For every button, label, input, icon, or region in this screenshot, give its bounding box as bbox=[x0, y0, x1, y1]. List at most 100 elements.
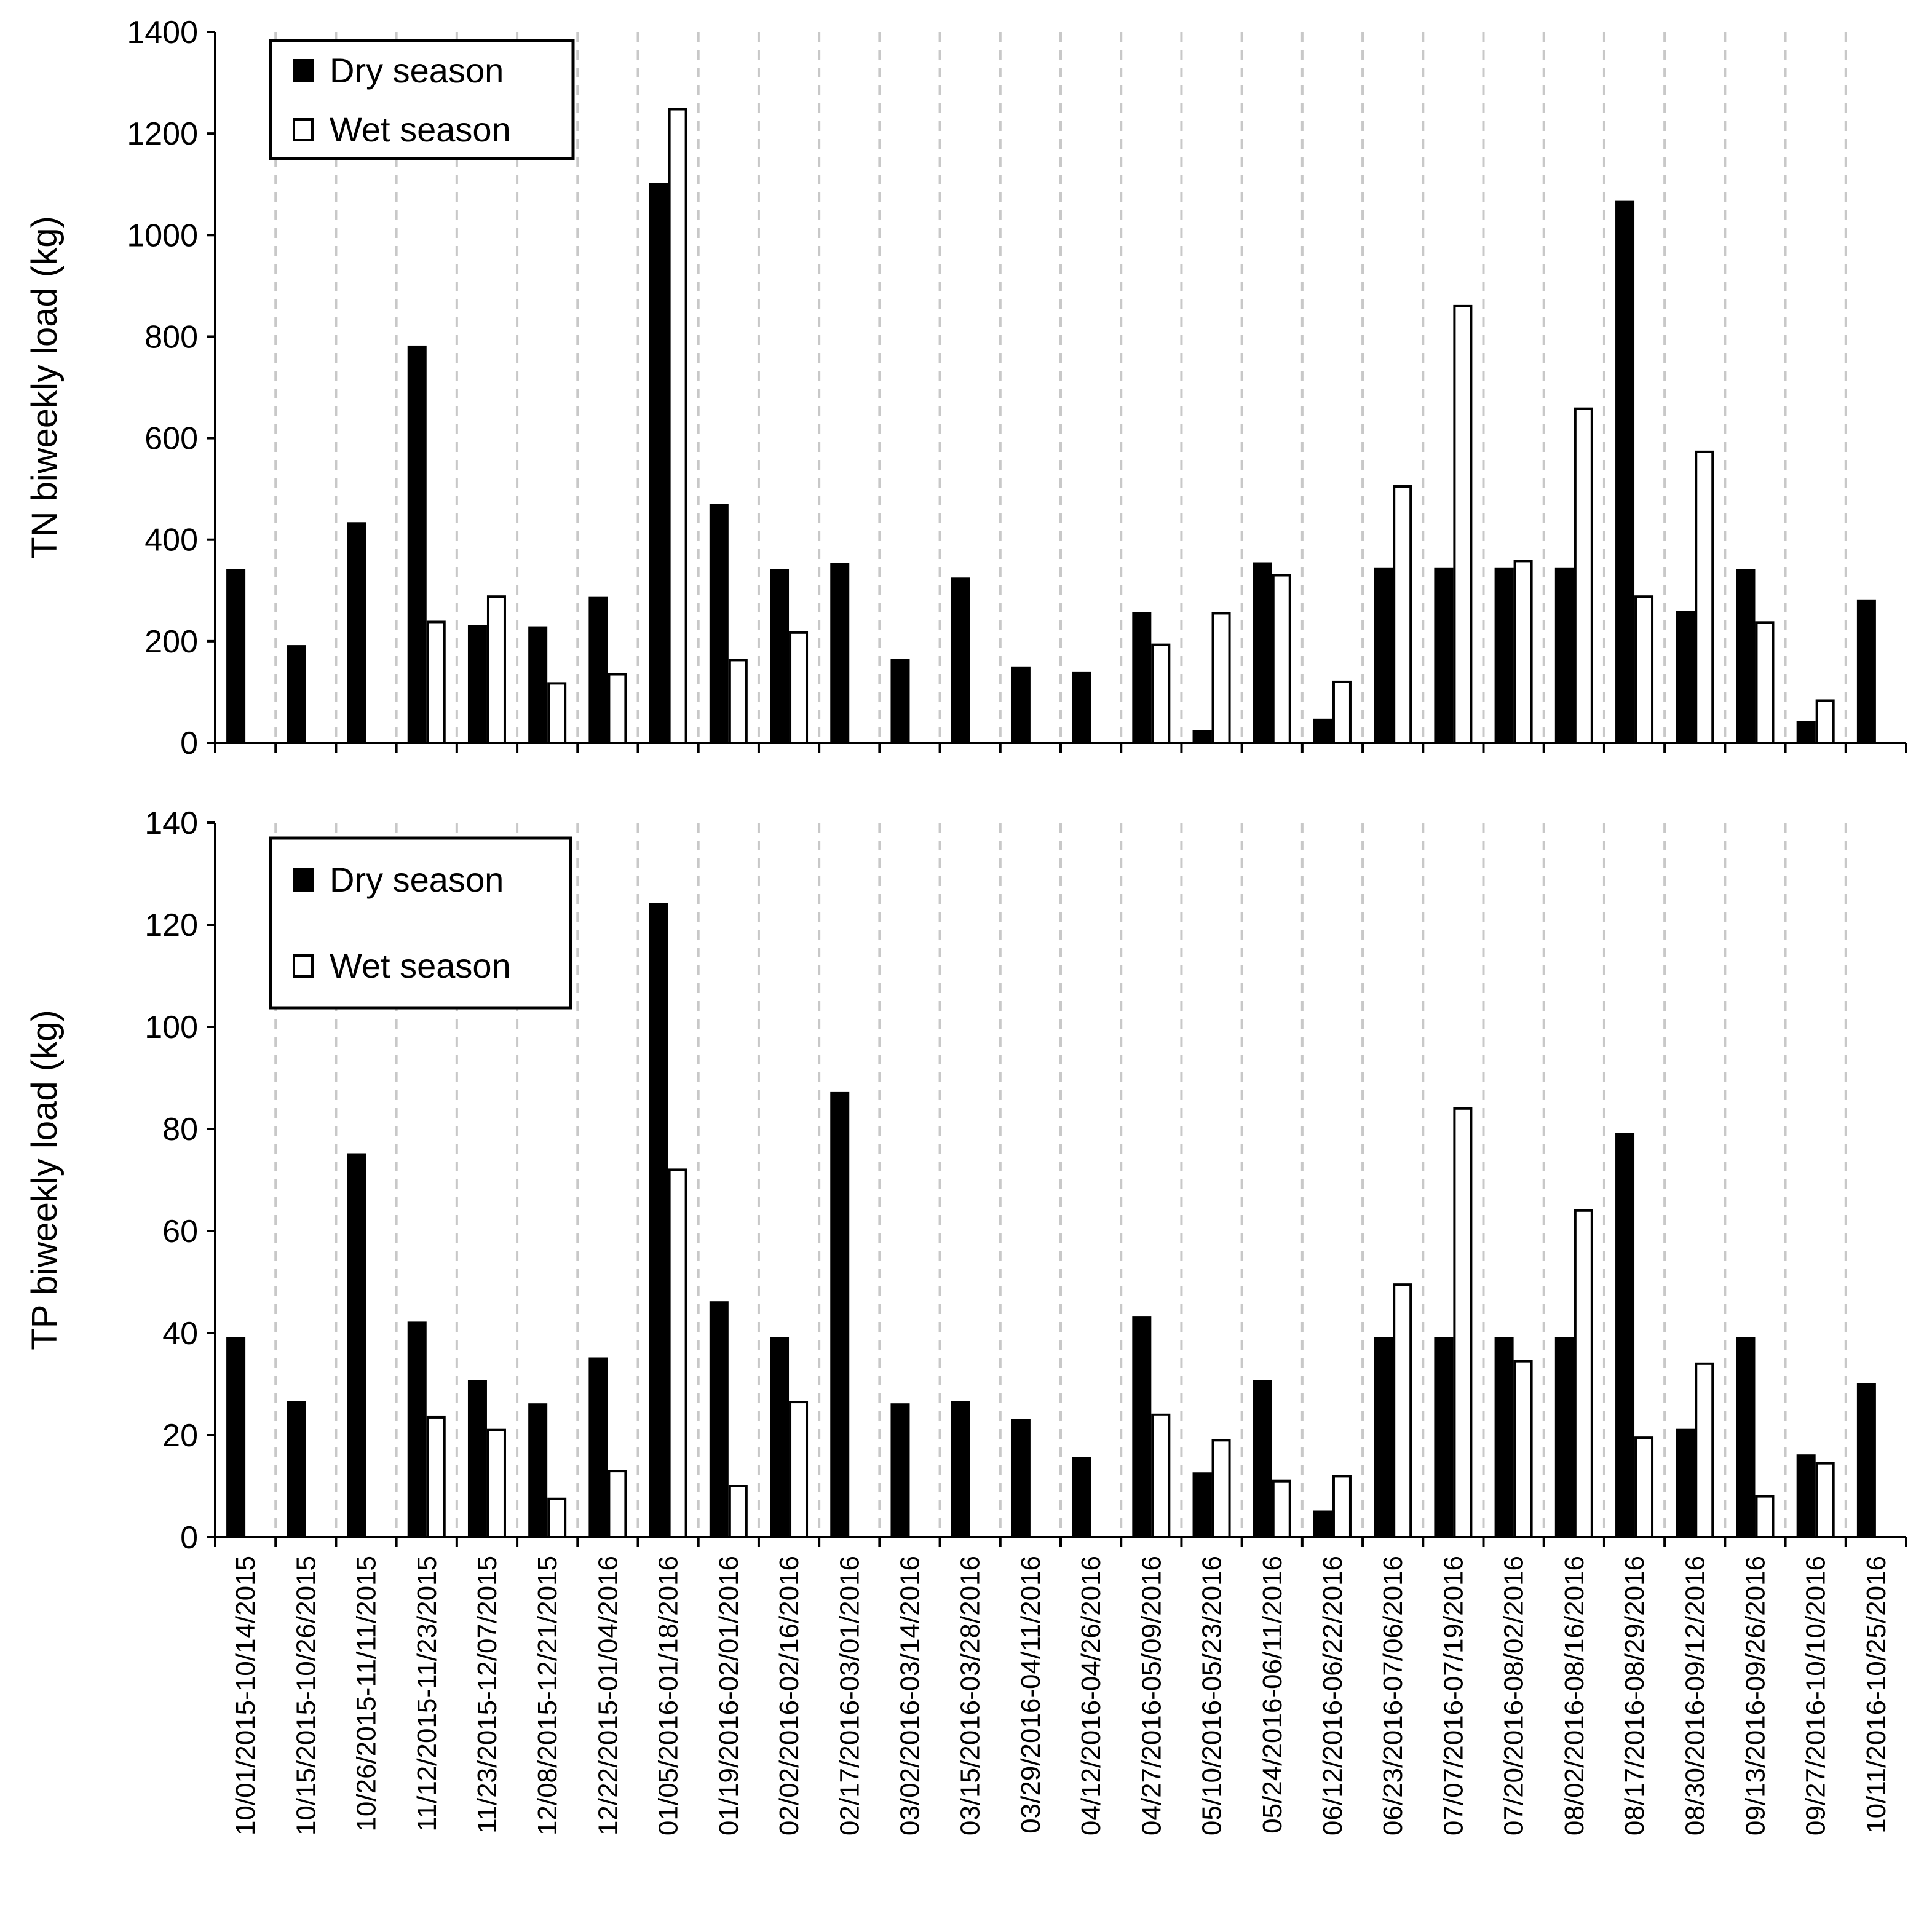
wet-season-bar bbox=[789, 1401, 809, 1539]
legend: Dry season Wet season bbox=[269, 39, 575, 160]
wet-season-bar bbox=[789, 631, 809, 744]
dry-season-bar bbox=[528, 1403, 548, 1538]
tn-chart-panel: 0 200 400 600 800 1000 1200 1400 TN biweekly loa… bbox=[25, 15, 1907, 761]
wet-season-bar bbox=[1755, 621, 1775, 745]
wet-season-bar bbox=[1393, 485, 1412, 744]
dry-season-bar bbox=[1192, 730, 1212, 744]
y-tick-label: 60 bbox=[162, 1214, 198, 1249]
dry-season-bar bbox=[226, 1337, 246, 1539]
y-tick-label: 0 bbox=[180, 1520, 198, 1556]
y-tick-label: 0 bbox=[180, 726, 198, 761]
y-tick-label: 400 bbox=[144, 523, 198, 558]
wet-season-bar bbox=[547, 1497, 567, 1538]
y-tick-label: 1200 bbox=[127, 116, 198, 152]
y-axis-label: TP biweekly load (kg) bbox=[25, 1010, 65, 1350]
dry-season-bar bbox=[649, 183, 668, 744]
wet-season-bar bbox=[1151, 643, 1171, 744]
dry-season-bar bbox=[1856, 1383, 1876, 1538]
legend-swatch-wet bbox=[293, 118, 314, 141]
legend-label-wet: Wet season bbox=[330, 946, 511, 985]
legend-label-dry: Dry season bbox=[330, 51, 504, 90]
tp-chart-panel: 0 20 40 60 80 100 120 140 TP biweekly load (kg) 1… bbox=[25, 806, 1907, 1835]
x-tick-label: 04/12/2016-04/26/2016 bbox=[1076, 1556, 1106, 1835]
dry-season-bar bbox=[347, 1153, 366, 1538]
wet-season-bar bbox=[1211, 1439, 1231, 1539]
wet-season-bar bbox=[1815, 699, 1835, 744]
dry-season-bar bbox=[1253, 1380, 1272, 1539]
wet-season-bar bbox=[1393, 1283, 1412, 1538]
y-tick-label: 1400 bbox=[127, 15, 198, 50]
x-tick-label: 08/02/2016-08/16/2016 bbox=[1559, 1556, 1589, 1835]
wet-season-bar bbox=[1574, 1209, 1593, 1539]
x-tick-label: 06/23/2016-07/06/2016 bbox=[1378, 1556, 1408, 1835]
wet-season-bar bbox=[1332, 680, 1352, 745]
dry-season-bar bbox=[588, 1357, 608, 1538]
dry-season-bar bbox=[890, 659, 910, 744]
x-tick-label: 11/23/2015-12/07/2015 bbox=[472, 1556, 502, 1834]
x-tick-label: 03/02/2016-03/14/2016 bbox=[895, 1556, 925, 1835]
x-tick-label: 07/20/2016-08/02/2016 bbox=[1499, 1556, 1529, 1835]
dry-season-bar bbox=[1615, 1133, 1635, 1539]
dry-season-bar bbox=[1313, 718, 1332, 745]
legend-box bbox=[269, 836, 572, 1010]
legend-swatch-wet bbox=[293, 954, 314, 978]
wet-season-bar bbox=[668, 1168, 687, 1538]
wet-season-bar bbox=[1453, 304, 1473, 744]
wet-season-bar bbox=[1513, 560, 1533, 744]
dry-season-bar bbox=[1856, 599, 1876, 744]
dry-season-bar bbox=[1554, 567, 1574, 745]
y-tick-label: 40 bbox=[162, 1316, 198, 1352]
x-tick-label: 02/02/2016-02/16/2016 bbox=[774, 1556, 804, 1835]
y-tick-label: 200 bbox=[144, 624, 198, 660]
wet-season-bar bbox=[1695, 1362, 1714, 1539]
dry-season-bar bbox=[1011, 666, 1031, 745]
dry-season-bar bbox=[226, 569, 246, 744]
dry-season-bar bbox=[1072, 1457, 1091, 1539]
legend-swatch-dry bbox=[293, 868, 314, 892]
wet-season-bar bbox=[1272, 574, 1291, 744]
x-tick-label: 10/15/2015-10/26/2015 bbox=[291, 1556, 321, 1835]
wet-season-bar bbox=[1513, 1360, 1533, 1538]
x-tick-label: 02/17/2016-03/01/2016 bbox=[834, 1556, 865, 1835]
wet-season-bar bbox=[1695, 450, 1714, 744]
y-tick-label: 1000 bbox=[127, 218, 198, 253]
y-tick-label: 80 bbox=[162, 1112, 198, 1147]
dry-season-bar bbox=[1736, 569, 1756, 744]
wet-season-bar bbox=[1332, 1475, 1352, 1538]
legend-box bbox=[269, 39, 575, 160]
x-tick-label: 06/12/2016-06/22/2016 bbox=[1318, 1556, 1348, 1835]
dry-season-bar bbox=[1554, 1337, 1574, 1539]
dry-season-bar bbox=[347, 522, 366, 744]
x-tick-label: 09/27/2016-10/10/2016 bbox=[1801, 1556, 1831, 1835]
dry-season-bar bbox=[709, 504, 729, 745]
x-tick-label: 08/17/2016-08/29/2016 bbox=[1620, 1556, 1650, 1835]
dry-season-bar bbox=[1192, 1472, 1212, 1538]
x-tick-label: 09/13/2016-09/26/2016 bbox=[1740, 1556, 1770, 1835]
dry-season-bar bbox=[407, 345, 427, 744]
dry-season-bar bbox=[407, 1321, 427, 1538]
wet-season-bar bbox=[486, 1428, 506, 1538]
wet-season-bar bbox=[1211, 612, 1231, 745]
x-tick-label: 11/12/2015-11/23/2015 bbox=[412, 1556, 442, 1832]
x-tick-label: 03/29/2016-04/11/2016 bbox=[1016, 1556, 1046, 1834]
y-axis-label: TN biweekly load (kg) bbox=[25, 216, 65, 559]
dry-season-bar bbox=[951, 577, 970, 745]
y-tick-label: 800 bbox=[144, 319, 198, 355]
wet-season-bar bbox=[608, 1470, 627, 1539]
wet-season-bar bbox=[1272, 1479, 1291, 1538]
wet-season-bar bbox=[728, 1485, 748, 1538]
dry-season-bar bbox=[770, 569, 790, 744]
y-tick-label: 100 bbox=[144, 1010, 198, 1045]
x-tick-label: 01/05/2016-01/18/2016 bbox=[654, 1556, 684, 1835]
wet-season-bar bbox=[426, 1415, 446, 1538]
dry-season-bar bbox=[528, 626, 548, 745]
x-tick-label: 10/26/2015-11/11/2015 bbox=[352, 1556, 382, 1832]
wet-season-bar bbox=[608, 673, 627, 744]
dry-season-bar bbox=[709, 1301, 729, 1538]
dry-season-bar bbox=[1374, 567, 1393, 745]
dry-season-bar bbox=[1494, 1337, 1514, 1539]
x-tick-label: 10/01/2015-10/14/2015 bbox=[231, 1556, 261, 1835]
dry-season-bar bbox=[1434, 567, 1454, 745]
dry-season-bar bbox=[1132, 1316, 1152, 1539]
wet-season-bar bbox=[547, 682, 567, 745]
